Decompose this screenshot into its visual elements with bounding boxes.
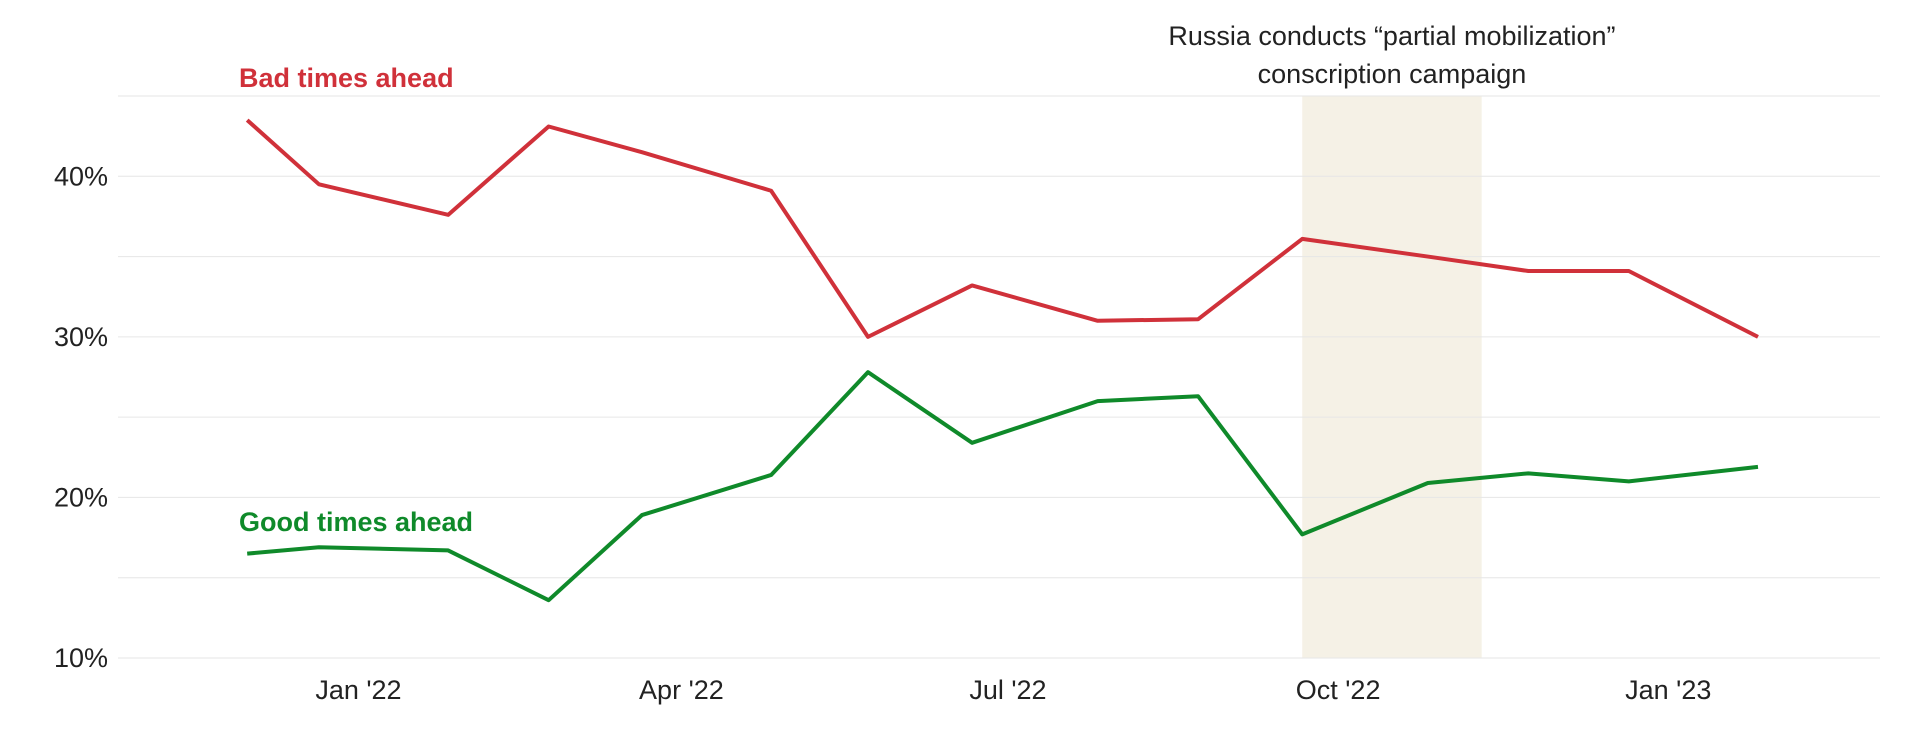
x-tick-label: Apr '22	[639, 675, 724, 705]
x-tick-label: Oct '22	[1296, 675, 1381, 705]
series-line	[247, 370, 1759, 603]
y-tick-label: 20%	[54, 483, 108, 513]
series-label: Bad times ahead	[239, 63, 454, 93]
x-tick-label: Jan '23	[1625, 675, 1711, 705]
y-tick-label: 30%	[54, 322, 108, 352]
y-tick-label: 40%	[54, 161, 108, 191]
highlight-band	[1302, 96, 1482, 658]
y-tick-label: 10%	[54, 643, 108, 673]
annotation: conscription campaign	[1258, 59, 1527, 89]
annotation: Russia conducts “partial mobilization”	[1168, 21, 1615, 51]
series-line	[245, 118, 1759, 339]
x-tick-label: Jan '22	[315, 675, 401, 705]
x-tick-label: Jul '22	[969, 675, 1046, 705]
series-label: Good times ahead	[239, 507, 473, 537]
